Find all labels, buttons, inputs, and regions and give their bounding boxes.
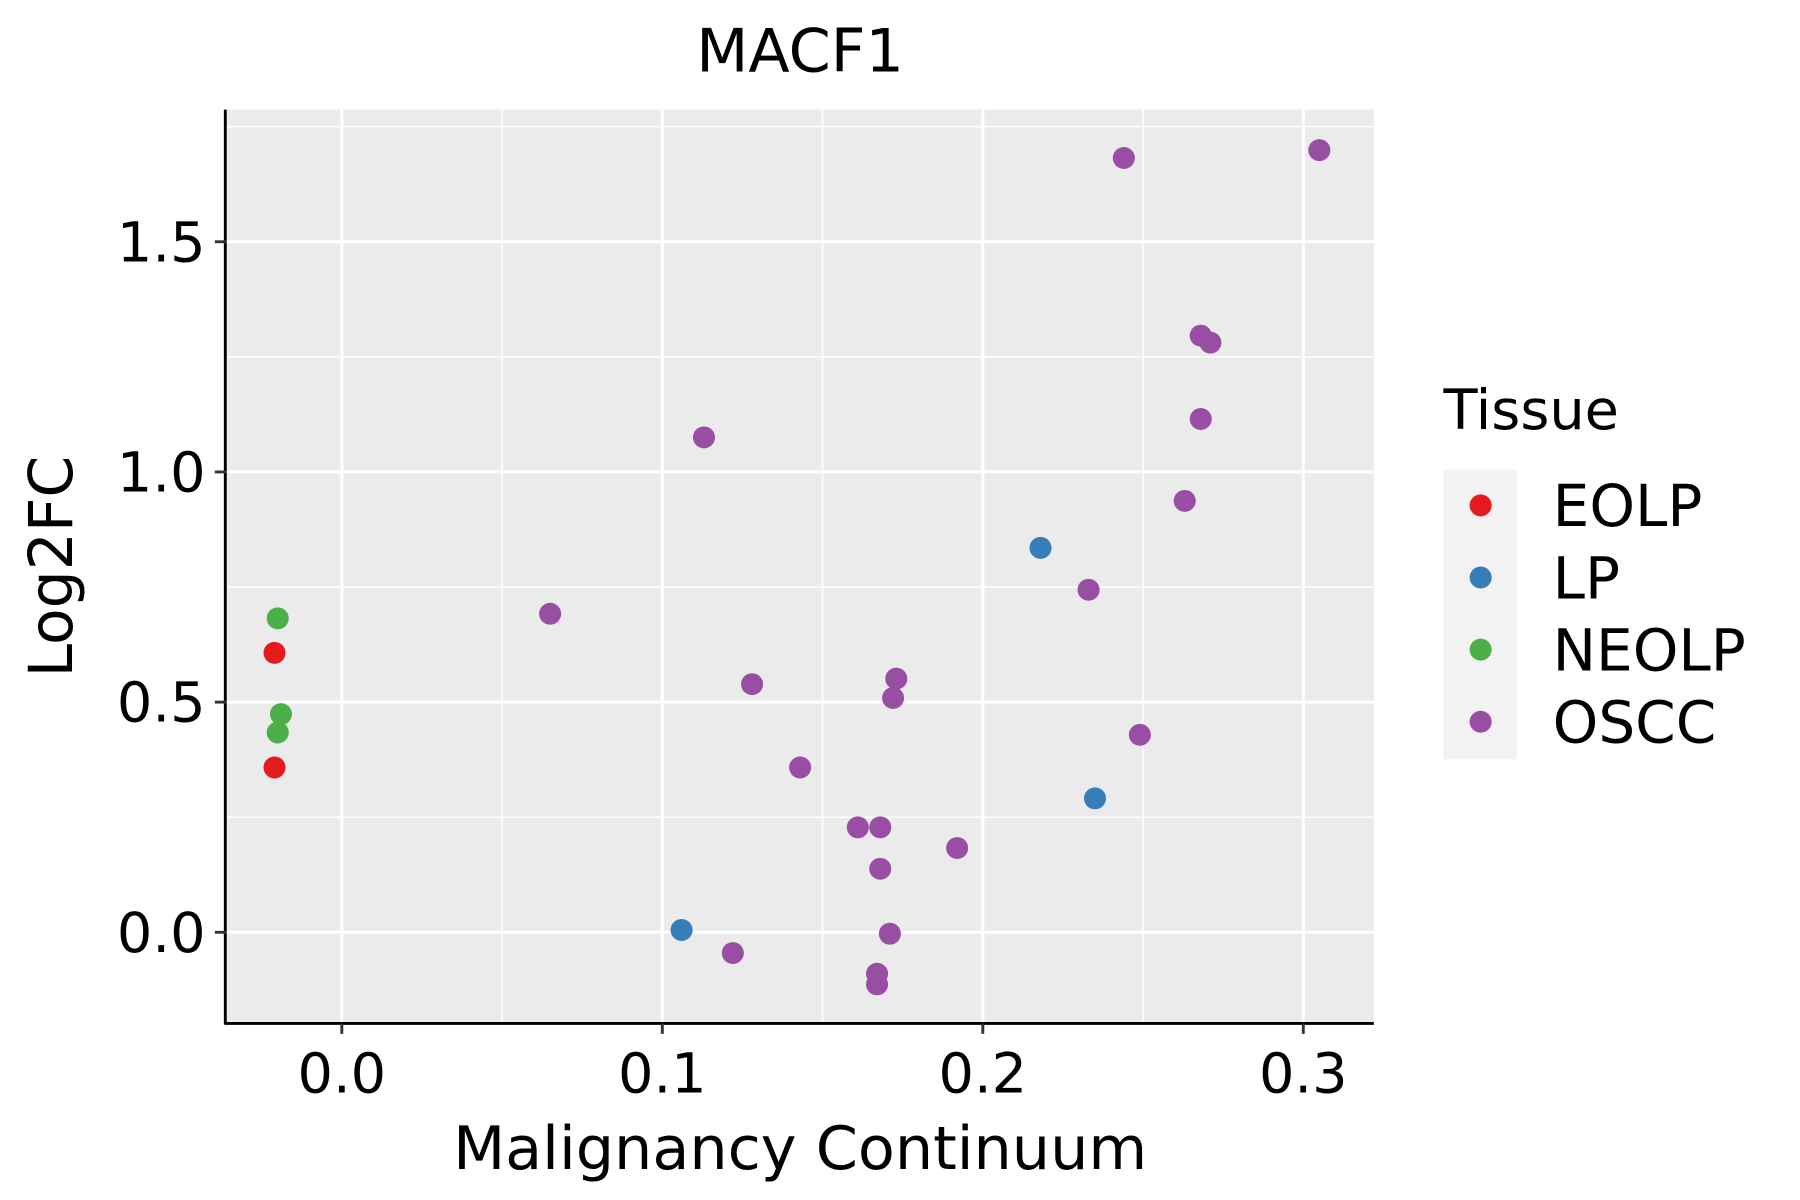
- data-point-oscc: [721, 942, 744, 964]
- x-axis-label: Malignancy Continuum: [453, 1114, 1147, 1184]
- data-point-oscc: [946, 837, 969, 860]
- data-points: [263, 139, 1331, 996]
- data-point-oscc: [1173, 489, 1196, 512]
- y-tick-label: 1.0: [117, 441, 206, 506]
- y-tick-label: 1.5: [117, 211, 206, 276]
- data-point-oscc: [866, 973, 889, 996]
- data-point-lp: [1029, 536, 1052, 559]
- x-tick-label: 0.0: [298, 1042, 387, 1107]
- data-point-oscc: [885, 667, 908, 690]
- gridlines: [226, 109, 1374, 1024]
- legend-title: Tissue: [1442, 378, 1618, 443]
- legend-key-eolp: [1469, 494, 1492, 517]
- y-tick-label: 0.5: [117, 671, 206, 736]
- data-point-eolp: [263, 756, 286, 779]
- y-axis-label: Log2FC: [17, 456, 87, 678]
- data-point-eolp: [263, 641, 286, 664]
- legend-label-eolp: EOLP: [1553, 472, 1703, 540]
- data-point-oscc: [692, 426, 716, 449]
- legend-label-oscc: OSCC: [1553, 689, 1717, 757]
- data-point-oscc: [878, 922, 901, 945]
- data-point-oscc: [539, 602, 562, 625]
- data-point-lp: [670, 919, 693, 941]
- data-point-oscc: [1077, 578, 1100, 601]
- plot-panel: [226, 109, 1374, 1024]
- data-point-oscc: [789, 756, 812, 779]
- data-point-oscc: [1189, 408, 1212, 430]
- axis-ticks: 0.0 0.1 0.2 0.3 0.0 0.5 1.0 1.5: [117, 211, 1348, 1107]
- data-point-oscc: [846, 816, 869, 839]
- data-point-oscc: [741, 673, 764, 696]
- legend-label-neolp: NEOLP: [1553, 617, 1746, 685]
- data-point-oscc: [1199, 331, 1222, 354]
- data-point-oscc: [1112, 146, 1135, 169]
- legend-key-neolp: [1469, 638, 1492, 661]
- data-point-oscc: [869, 857, 892, 880]
- data-point-oscc: [1128, 723, 1151, 746]
- data-point-neolp: [266, 721, 289, 744]
- data-point-lp: [1083, 787, 1107, 810]
- data-point-oscc: [1308, 139, 1331, 162]
- data-point-neolp: [269, 703, 292, 726]
- data-point-oscc: [882, 687, 905, 709]
- chart-title: MACF1: [696, 17, 904, 87]
- legend-key-lp: [1469, 566, 1492, 589]
- x-tick-label: 0.3: [1259, 1042, 1348, 1107]
- x-tick-label: 0.2: [938, 1042, 1027, 1107]
- legend-key-oscc: [1469, 710, 1492, 733]
- data-point-oscc: [869, 816, 892, 839]
- legend-label-lp: LP: [1553, 544, 1620, 612]
- x-tick-label: 0.1: [618, 1042, 707, 1107]
- data-point-neolp: [266, 607, 289, 630]
- y-tick-label: 0.0: [117, 901, 206, 966]
